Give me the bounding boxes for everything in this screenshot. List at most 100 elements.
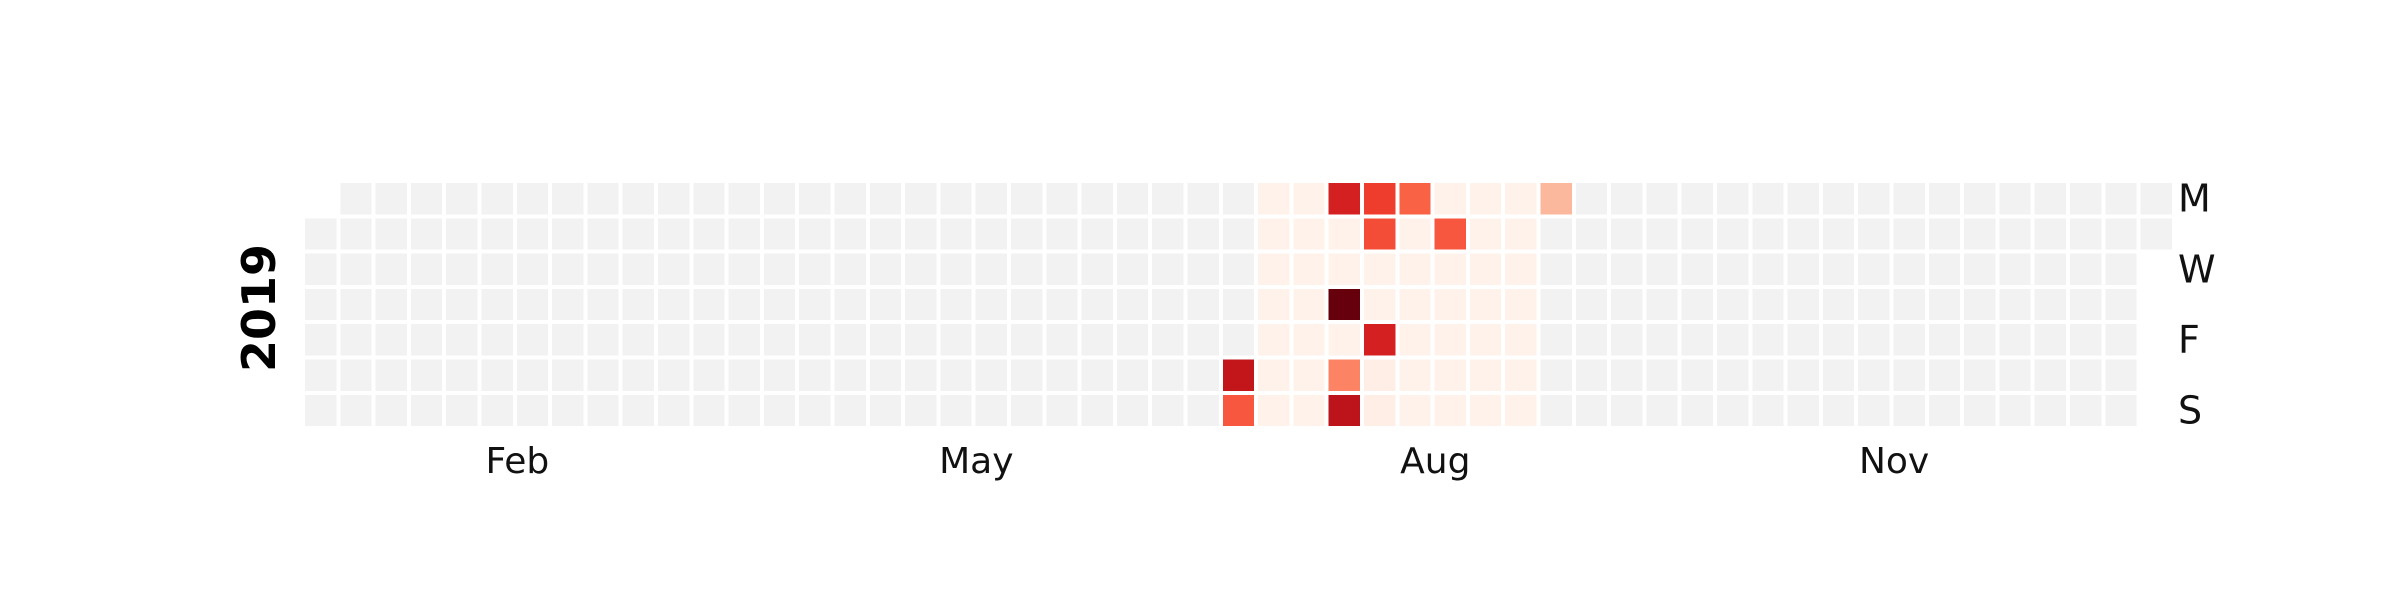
heatmap-cell-2019-10-28 [1822, 183, 1855, 215]
heatmap-cell-2019-11-08 [1858, 324, 1890, 356]
heatmap-cell-2019-02-11 [516, 183, 549, 215]
month-label-nov: Nov [1859, 441, 1929, 482]
heatmap-cell-2019-03-19 [693, 218, 725, 250]
heatmap-cell-2019-05-14 [975, 218, 1007, 250]
heatmap-cell-2019-05-13 [975, 183, 1007, 215]
heatmap-cell-2019-09-23 [1646, 183, 1678, 215]
heatmap-cell-2019-09-17 [1611, 218, 1643, 250]
heatmap-cell-2019-12-10 [2034, 218, 2066, 250]
heatmap-cell-2019-08-31 [1505, 359, 1537, 391]
heatmap-cell-2019-11-30 [1964, 359, 1996, 391]
heatmap-cell-2019-07-08 [1258, 183, 1290, 215]
heatmap-cell-2019-09-29 [1646, 394, 1678, 427]
heatmap-cell-2019-12-17 [2070, 218, 2102, 250]
heatmap-cell-2019-07-20 [1293, 359, 1325, 391]
heatmap-cell-2019-12-26 [2105, 288, 2137, 321]
heatmap-cell-2019-03-08 [622, 324, 654, 356]
heatmap-cell-2019-05-23 [1011, 288, 1043, 321]
heatmap-cell-2019-05-12 [940, 394, 972, 427]
heatmap-cell-2019-09-19 [1611, 288, 1643, 321]
heatmap-cell-2019-05-30 [1046, 288, 1078, 321]
heatmap-cell-2019-03-26 [728, 218, 760, 250]
heatmap-cell-2019-05-07 [940, 218, 972, 250]
heatmap-cell-2019-10-06 [1681, 394, 1713, 427]
heatmap-cell-2019-02-26 [587, 218, 619, 250]
heatmap-cell-2019-03-17 [658, 394, 690, 427]
heatmap-cell-2019-08-19 [1469, 183, 1502, 215]
heatmap-cell-2019-07-17 [1293, 253, 1325, 285]
heatmap-cell-2019-02-08 [481, 324, 513, 356]
heatmap-cell-2019-02-25 [587, 183, 619, 215]
heatmap-cell-2019-01-16 [375, 253, 407, 285]
heatmap-cell-2019-11-19 [1928, 218, 1961, 250]
heatmap-cell-2019-01-27 [410, 394, 443, 427]
heatmap-cell-2019-12-06 [1999, 324, 2031, 356]
heatmap-cell-2019-03-23 [693, 359, 725, 391]
heatmap-cell-2019-06-05 [1081, 253, 1113, 285]
heatmap-cell-2019-03-09 [622, 359, 654, 391]
heatmap-cell-2019-03-14 [658, 288, 690, 321]
heatmap-cell-2019-09-01 [1505, 394, 1537, 427]
heatmap-cell-2019-06-15 [1116, 359, 1149, 391]
heatmap-cell-2019-05-19 [975, 394, 1007, 427]
heatmap-cell-2019-12-23 [2105, 183, 2137, 215]
heatmap-cell-2019-12-08 [1999, 394, 2031, 427]
heatmap-cell-2019-12-07 [1999, 359, 2031, 391]
heatmap-cell-2019-12-29 [2105, 394, 2137, 427]
heatmap-cell-2019-02-27 [587, 253, 619, 285]
heatmap-cell-2019-02-10 [481, 394, 513, 427]
heatmap-cell-2019-04-27 [869, 359, 902, 391]
heatmap-cell-2019-09-28 [1646, 359, 1678, 391]
heatmap-cell-2019-03-15 [658, 324, 690, 356]
heatmap-cell-2019-12-13 [2034, 324, 2066, 356]
heatmap-cell-2019-12-11 [2034, 253, 2066, 285]
heatmap-cell-2019-07-31 [1364, 253, 1396, 285]
heatmap-cell-2019-01-26 [410, 359, 443, 391]
heatmap-cell-2019-08-28 [1505, 253, 1537, 285]
heatmap-cell-2019-12-28 [2105, 359, 2137, 391]
heatmap-cell-2019-11-11 [1893, 183, 1925, 215]
heatmap-cell-2019-01-22 [410, 218, 443, 250]
heatmap-cell-2019-05-31 [1046, 324, 1078, 356]
heatmap-cell-2019-09-12 [1575, 288, 1608, 321]
heatmap-cell-2019-12-04 [1999, 253, 2031, 285]
month-labels: Feb May Aug Nov [486, 441, 1930, 482]
heatmap-cell-2019-05-03 [905, 324, 937, 356]
heatmap-cell-2019-05-24 [1011, 324, 1043, 356]
heatmap-cell-2019-06-21 [1152, 324, 1184, 356]
heatmap-cell-2019-07-18 [1293, 288, 1325, 321]
heatmap-cell-2019-04-19 [834, 324, 866, 356]
heatmap-cell-2019-08-16 [1434, 324, 1466, 356]
heatmap-cell-2019-04-23 [869, 218, 902, 250]
heatmap-cell-2019-04-06 [763, 359, 796, 391]
heatmap-cell-2019-11-17 [1893, 394, 1925, 427]
heatmap-cell-2019-06-02 [1046, 394, 1078, 427]
heatmap-cell-2019-05-20 [1011, 183, 1043, 215]
heatmap-cell-2019-02-28 [587, 288, 619, 321]
heatmap-cell-2019-12-14 [2034, 359, 2066, 391]
heatmap-cell-2019-08-15 [1434, 288, 1466, 321]
heatmap-cell-2019-08-01 [1364, 288, 1396, 321]
heatmap-cell-2019-12-20 [2070, 324, 2102, 356]
heatmap-cell-2019-08-27 [1505, 218, 1537, 250]
heatmap-cell-2019-02-01 [446, 324, 478, 356]
heatmap-cell-2019-07-04 [1222, 288, 1255, 321]
heatmap-cell-2019-08-22 [1469, 288, 1502, 321]
heatmap-cell-2019-12-16 [2070, 183, 2102, 215]
heatmap-cell-2019-02-06 [481, 253, 513, 285]
heatmap-cell-2019-04-03 [763, 253, 796, 285]
heatmap-cell-2019-01-12 [340, 359, 372, 391]
heatmap-cell-2019-04-17 [834, 253, 866, 285]
heatmap-cell-2019-10-10 [1717, 288, 1749, 321]
heatmap-cell-2019-07-16 [1293, 218, 1325, 250]
heatmap-cell-2019-04-29 [905, 183, 937, 215]
heatmap-cell-2019-08-18 [1434, 394, 1466, 427]
heatmap-cell-2019-04-16 [834, 218, 866, 250]
heatmap-cell-2019-08-02 [1364, 324, 1396, 356]
heatmap-cell-2019-09-11 [1575, 253, 1608, 285]
heatmap-cell-2019-04-22 [869, 183, 902, 215]
day-label-w: W [2178, 247, 2216, 291]
heatmap-cell-2019-02-17 [516, 394, 549, 427]
heatmap-cell-2019-10-20 [1752, 394, 1784, 427]
